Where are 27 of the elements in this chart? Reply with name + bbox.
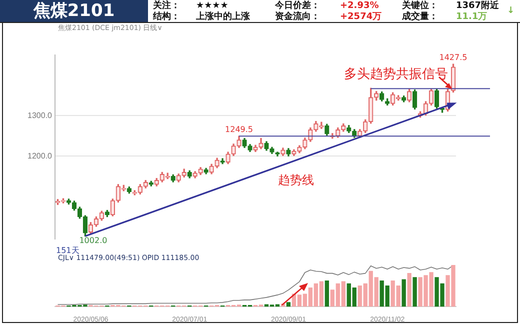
text: 成交量： xyxy=(402,12,438,22)
y-tick-label: 1300.0 xyxy=(28,110,53,120)
bar xyxy=(412,277,417,307)
text: 今日价差： xyxy=(275,1,320,11)
text: 11.1万 xyxy=(456,12,488,22)
text: ★★★★ xyxy=(196,1,228,11)
text: 结构： xyxy=(153,12,180,22)
bar xyxy=(407,272,412,307)
y-tick-label: 1200.0 xyxy=(28,151,53,160)
bar xyxy=(402,279,406,307)
text: 上涨中的上涨 xyxy=(196,12,250,22)
text: 关注： xyxy=(153,1,180,11)
text: 1367附近 xyxy=(456,1,500,11)
text: 关键位： xyxy=(402,1,438,11)
bar xyxy=(286,302,291,307)
text: +2.93% xyxy=(340,1,379,11)
text: 资金流向： xyxy=(275,12,320,22)
annotation: 1002.0 xyxy=(79,236,108,246)
annotation: 趋势线 xyxy=(278,172,314,189)
annotation: 多头趋势共振信号 xyxy=(344,66,448,83)
annotation: 1427.5 xyxy=(439,53,468,62)
text: 焦煤2101 xyxy=(0,0,148,22)
annotation: 1249.5 xyxy=(225,125,254,134)
text: 151天 xyxy=(56,245,80,255)
bar xyxy=(324,280,329,307)
text: +2574万 xyxy=(340,12,382,22)
text: ↓ xyxy=(507,6,515,16)
